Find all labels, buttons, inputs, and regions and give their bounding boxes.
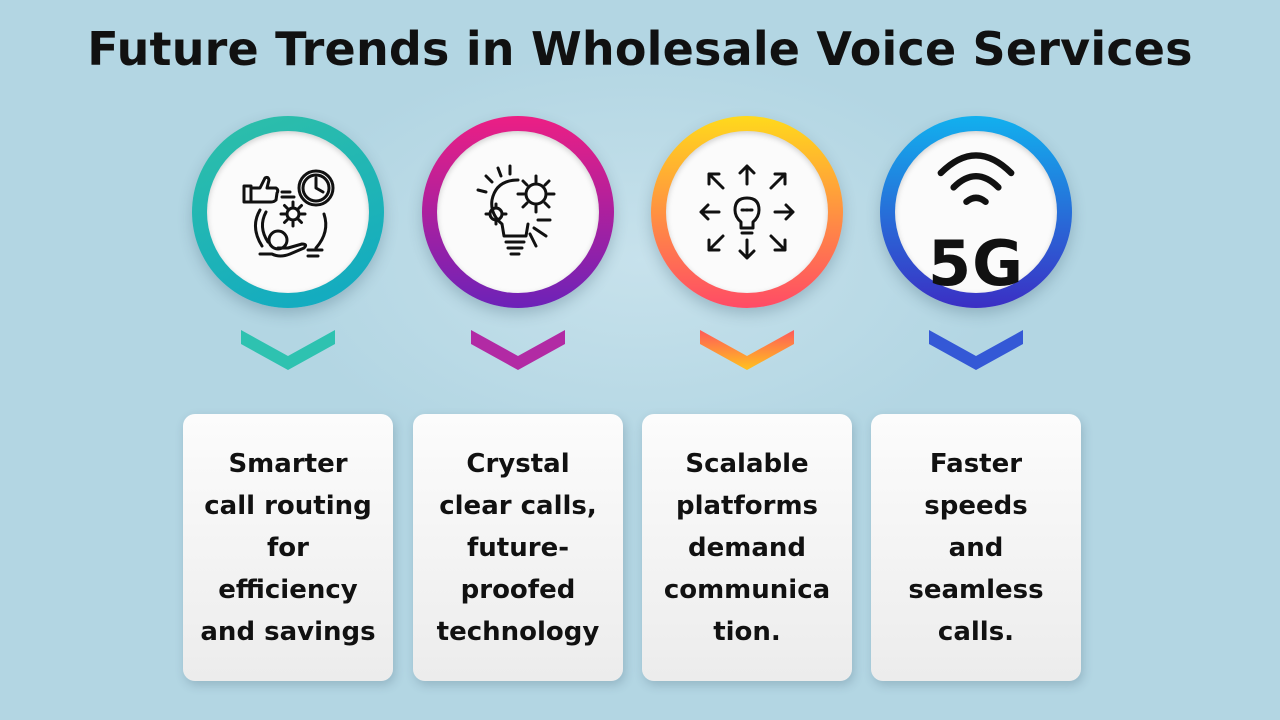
chevron-down-icon (471, 330, 565, 370)
icon-ring (192, 116, 384, 308)
page-title: Future Trends in Wholesale Voice Service… (87, 22, 1193, 76)
wifi-signal-icon (937, 152, 1015, 205)
innovation-bulb-gears-icon (476, 164, 556, 256)
trend-card: Crystal clear calls, future- proofed tec… (413, 414, 623, 681)
trend-card: Scalable platforms demand communica tion… (642, 414, 852, 681)
icon-ring (422, 116, 614, 308)
call-routing-icon (242, 169, 335, 258)
trend-item-scalable-platforms: Scalable platforms demand communica tion… (642, 0, 852, 720)
chevron-down-icon (929, 330, 1023, 370)
chevron-down-icon (700, 330, 794, 370)
trend-card-text: Scalable platforms demand communica tion… (663, 448, 831, 647)
icon-circle: 5G (895, 131, 1057, 300)
scalable-idea-arrows-icon (699, 164, 795, 260)
icon-circle (666, 131, 828, 293)
trend-item-call-routing: Smarter call routing for efficiency and … (183, 0, 393, 720)
trend-card-text: Smarter call routing for efficiency and … (200, 448, 376, 647)
chevron-down-icon (241, 330, 335, 370)
icon-circle (207, 131, 369, 293)
trend-item-crystal-clear-calls: Crystal clear calls, future- proofed tec… (413, 0, 623, 720)
trend-item-5g: 5G Faster speeds and seamless calls. (871, 0, 1081, 720)
trend-card-text: Faster speeds and seamless calls. (908, 448, 1044, 647)
icon-ring: 5G (880, 116, 1072, 308)
trend-card-text: Crystal clear calls, future- proofed tec… (436, 448, 600, 647)
icon-ring (651, 116, 843, 308)
icon-circle (437, 131, 599, 293)
trend-card: Smarter call routing for efficiency and … (183, 414, 393, 681)
5g-label: 5G (927, 227, 1025, 300)
trend-card: Faster speeds and seamless calls. (871, 414, 1081, 681)
